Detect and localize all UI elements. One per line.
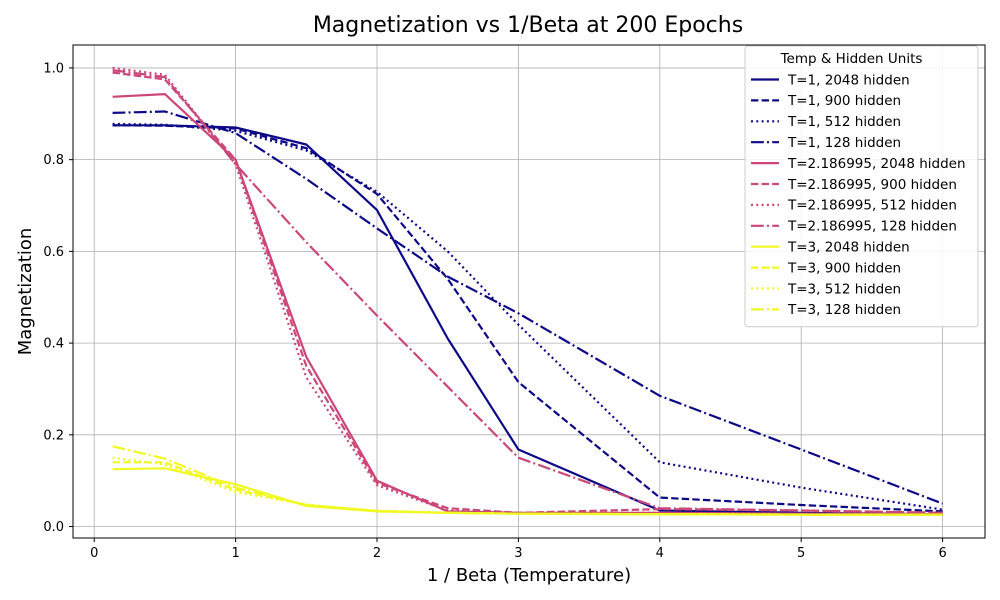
legend-label-4: T=2.186995, 2048 hidden [787, 156, 966, 172]
legend-label-1: T=1, 900 hidden [787, 93, 901, 109]
y-tick-label: 0.2 [43, 428, 64, 443]
legend-label-9: T=3, 900 hidden [787, 260, 901, 276]
y-tick-label: 0.6 [43, 245, 64, 260]
plot-frame [72, 44, 986, 539]
legend-label-3: T=1, 128 hidden [787, 135, 901, 151]
series-line-2 [112, 122, 943, 511]
legend-label-7: T=2.186995, 128 hidden [787, 219, 957, 235]
legend-label-5: T=2.186995, 900 hidden [787, 177, 957, 193]
legend-label-10: T=3, 512 hidden [787, 281, 901, 297]
legend-title: Temp & Hidden Units [780, 51, 923, 67]
y-tick-label: 0.8 [43, 153, 64, 168]
x-tick-label: 6 [938, 546, 946, 561]
x-tick-label: 4 [656, 546, 664, 561]
x-tick-label: 1 [231, 546, 239, 561]
series-lines [112, 66, 943, 516]
chart-title: Magnetization vs 1/Beta at 200 Epochs [313, 13, 743, 38]
x-tick-label: 2 [373, 546, 381, 561]
y-tick-label: 0.0 [43, 520, 64, 535]
legend-label-6: T=2.186995, 512 hidden [787, 198, 957, 214]
series-line-11 [112, 445, 943, 516]
x-axis-title: 1 / Beta (Temperature) [427, 565, 631, 586]
y-tick-label: 0.4 [43, 337, 64, 352]
x-tick-label: 0 [90, 546, 98, 561]
legend-label-2: T=1, 512 hidden [787, 114, 901, 130]
x-tick-label: 5 [797, 546, 805, 561]
series-line-9 [112, 461, 943, 516]
series-line-10 [112, 456, 943, 516]
y-axis-title: Magnetization [15, 228, 36, 356]
series-line-6 [112, 66, 943, 516]
y-tick-label: 1.0 [43, 61, 64, 76]
legend-label-8: T=3, 2048 hidden [787, 240, 910, 256]
legend-label-11: T=3, 128 hidden [787, 302, 901, 318]
axis-ticks: 0 1 2 3 4 5 6 0.0 0.2 0.4 0.6 0.8 1.0 [43, 61, 946, 561]
legend-box [744, 45, 979, 328]
x-tick-label: 3 [514, 546, 522, 561]
series-line-7 [112, 69, 943, 514]
legend: Temp & Hidden Units T=1, 2048 hidden T=1,… [744, 45, 979, 328]
legend-label-0: T=1, 2048 hidden [787, 72, 910, 88]
